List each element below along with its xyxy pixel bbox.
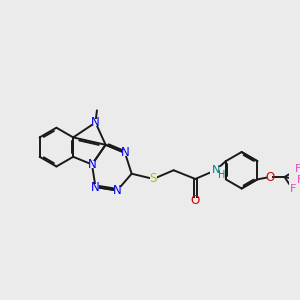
Text: N: N bbox=[91, 116, 100, 129]
Bar bbox=[297, 177, 300, 183]
Bar bbox=[92, 119, 99, 126]
Bar bbox=[210, 167, 221, 174]
Text: F: F bbox=[290, 184, 296, 194]
Bar bbox=[267, 174, 272, 180]
Text: O: O bbox=[265, 171, 274, 184]
Text: N: N bbox=[212, 165, 220, 175]
Bar bbox=[295, 166, 300, 172]
Bar bbox=[114, 187, 121, 194]
Bar bbox=[150, 176, 157, 182]
Text: F: F bbox=[296, 175, 300, 185]
Text: H: H bbox=[218, 170, 225, 180]
Text: N: N bbox=[88, 158, 96, 171]
Text: F: F bbox=[294, 164, 300, 174]
Bar bbox=[122, 150, 128, 156]
Bar bbox=[88, 161, 95, 168]
Bar bbox=[92, 184, 99, 190]
Text: O: O bbox=[191, 194, 200, 207]
Bar bbox=[192, 198, 198, 203]
Text: S: S bbox=[150, 172, 157, 185]
Bar bbox=[290, 187, 295, 192]
Text: N: N bbox=[121, 146, 129, 159]
Text: N: N bbox=[91, 181, 100, 194]
Text: N: N bbox=[113, 184, 122, 197]
